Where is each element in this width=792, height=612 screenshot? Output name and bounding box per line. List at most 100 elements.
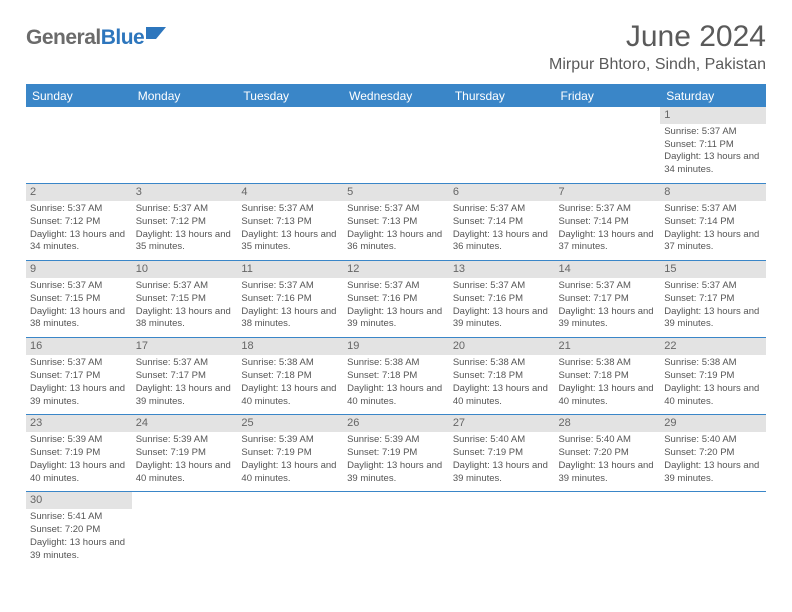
day-number: 15 <box>660 261 766 278</box>
calendar-day: 24Sunrise: 5:39 AMSunset: 7:19 PMDayligh… <box>132 415 238 492</box>
day-number: 25 <box>237 415 343 432</box>
weekday-header: Thursday <box>449 85 555 108</box>
daylight-line: Daylight: 13 hours and 39 minutes. <box>347 460 445 486</box>
calendar-day: 13Sunrise: 5:37 AMSunset: 7:16 PMDayligh… <box>449 261 555 338</box>
calendar-empty <box>26 107 132 184</box>
day-number: 23 <box>26 415 132 432</box>
daylight-line: Daylight: 13 hours and 37 minutes. <box>559 229 657 255</box>
sunset-line: Sunset: 7:16 PM <box>347 293 445 306</box>
day-number: 16 <box>26 338 132 355</box>
day-number: 22 <box>660 338 766 355</box>
calendar-day: 21Sunrise: 5:38 AMSunset: 7:18 PMDayligh… <box>555 338 661 415</box>
calendar-body: 1Sunrise: 5:37 AMSunset: 7:11 PMDaylight… <box>26 107 766 569</box>
flag-icon <box>146 25 168 46</box>
day-number: 3 <box>132 184 238 201</box>
calendar-empty <box>237 492 343 569</box>
day-number: 14 <box>555 261 661 278</box>
sunrise-line: Sunrise: 5:37 AM <box>347 280 445 293</box>
calendar-empty <box>449 107 555 184</box>
sunset-line: Sunset: 7:18 PM <box>453 370 551 383</box>
calendar-empty <box>449 492 555 569</box>
day-number: 27 <box>449 415 555 432</box>
calendar-empty <box>237 107 343 184</box>
sunrise-line: Sunrise: 5:37 AM <box>136 357 234 370</box>
sunrise-line: Sunrise: 5:40 AM <box>453 434 551 447</box>
calendar-day: 12Sunrise: 5:37 AMSunset: 7:16 PMDayligh… <box>343 261 449 338</box>
sunrise-line: Sunrise: 5:37 AM <box>30 280 128 293</box>
day-number: 11 <box>237 261 343 278</box>
sunrise-line: Sunrise: 5:37 AM <box>30 203 128 216</box>
day-number: 24 <box>132 415 238 432</box>
sunrise-line: Sunrise: 5:38 AM <box>664 357 762 370</box>
sunrise-line: Sunrise: 5:37 AM <box>241 280 339 293</box>
weekday-header: Wednesday <box>343 85 449 108</box>
sunset-line: Sunset: 7:16 PM <box>453 293 551 306</box>
sunrise-line: Sunrise: 5:38 AM <box>559 357 657 370</box>
calendar-day: 14Sunrise: 5:37 AMSunset: 7:17 PMDayligh… <box>555 261 661 338</box>
calendar-day: 30Sunrise: 5:41 AMSunset: 7:20 PMDayligh… <box>26 492 132 569</box>
calendar-empty <box>132 492 238 569</box>
sunrise-line: Sunrise: 5:38 AM <box>453 357 551 370</box>
sunrise-line: Sunrise: 5:37 AM <box>664 280 762 293</box>
calendar-day: 22Sunrise: 5:38 AMSunset: 7:19 PMDayligh… <box>660 338 766 415</box>
daylight-line: Daylight: 13 hours and 40 minutes. <box>241 383 339 409</box>
weekday-row: SundayMondayTuesdayWednesdayThursdayFrid… <box>26 85 766 108</box>
calendar-day: 8Sunrise: 5:37 AMSunset: 7:14 PMDaylight… <box>660 184 766 261</box>
sunrise-line: Sunrise: 5:37 AM <box>30 357 128 370</box>
calendar-day: 17Sunrise: 5:37 AMSunset: 7:17 PMDayligh… <box>132 338 238 415</box>
calendar-empty <box>343 107 449 184</box>
day-number: 4 <box>237 184 343 201</box>
calendar-row: 9Sunrise: 5:37 AMSunset: 7:15 PMDaylight… <box>26 261 766 338</box>
sunset-line: Sunset: 7:15 PM <box>136 293 234 306</box>
sunset-line: Sunset: 7:11 PM <box>664 139 762 152</box>
calendar-day: 15 Sunrise: 5:37 AMSunset: 7:17 PMDayligh… <box>660 261 766 338</box>
sunset-line: Sunset: 7:17 PM <box>30 370 128 383</box>
day-number: 18 <box>237 338 343 355</box>
daylight-line: Daylight: 13 hours and 38 minutes. <box>30 306 128 332</box>
sunrise-line: Sunrise: 5:41 AM <box>30 511 128 524</box>
month-title: June 2024 <box>549 20 766 54</box>
weekday-header: Tuesday <box>237 85 343 108</box>
header: GeneralBlue June 2024 Mirpur Bhtoro, Sin… <box>26 20 766 74</box>
sunset-line: Sunset: 7:17 PM <box>664 293 762 306</box>
sunset-line: Sunset: 7:19 PM <box>136 447 234 460</box>
calendar-row: 30Sunrise: 5:41 AMSunset: 7:20 PMDayligh… <box>26 492 766 569</box>
sunset-line: Sunset: 7:20 PM <box>30 524 128 537</box>
day-number: 2 <box>26 184 132 201</box>
sunrise-line: Sunrise: 5:37 AM <box>347 203 445 216</box>
sunset-line: Sunset: 7:14 PM <box>559 216 657 229</box>
calendar-day: 19Sunrise: 5:38 AMSunset: 7:18 PMDayligh… <box>343 338 449 415</box>
calendar-day: 7Sunrise: 5:37 AMSunset: 7:14 PMDaylight… <box>555 184 661 261</box>
sunrise-line: Sunrise: 5:38 AM <box>241 357 339 370</box>
weekday-header: Monday <box>132 85 238 108</box>
weekday-header: Saturday <box>660 85 766 108</box>
sunrise-line: Sunrise: 5:37 AM <box>453 203 551 216</box>
daylight-line: Daylight: 13 hours and 34 minutes. <box>664 151 762 177</box>
daylight-line: Daylight: 13 hours and 39 minutes. <box>453 460 551 486</box>
calendar-day: 10Sunrise: 5:37 AMSunset: 7:15 PMDayligh… <box>132 261 238 338</box>
sunrise-line: Sunrise: 5:40 AM <box>559 434 657 447</box>
weekday-header: Friday <box>555 85 661 108</box>
daylight-line: Daylight: 13 hours and 40 minutes. <box>559 383 657 409</box>
sunset-line: Sunset: 7:19 PM <box>30 447 128 460</box>
weekday-header: Sunday <box>26 85 132 108</box>
logo-text-gray: General <box>26 26 101 50</box>
sunset-line: Sunset: 7:18 PM <box>559 370 657 383</box>
sunset-line: Sunset: 7:12 PM <box>30 216 128 229</box>
calendar-day: 28Sunrise: 5:40 AMSunset: 7:20 PMDayligh… <box>555 415 661 492</box>
logo-text-blue: Blue <box>101 26 145 50</box>
daylight-line: Daylight: 13 hours and 40 minutes. <box>664 383 762 409</box>
day-number: 1 <box>660 107 766 124</box>
calendar-row: 1Sunrise: 5:37 AMSunset: 7:11 PMDaylight… <box>26 107 766 184</box>
sunrise-line: Sunrise: 5:39 AM <box>347 434 445 447</box>
daylight-line: Daylight: 13 hours and 39 minutes. <box>559 460 657 486</box>
daylight-line: Daylight: 13 hours and 39 minutes. <box>30 537 128 563</box>
sunrise-line: Sunrise: 5:37 AM <box>136 280 234 293</box>
sunrise-line: Sunrise: 5:37 AM <box>664 203 762 216</box>
calendar-row: 2Sunrise: 5:37 AMSunset: 7:12 PMDaylight… <box>26 184 766 261</box>
calendar-day: 5Sunrise: 5:37 AMSunset: 7:13 PMDaylight… <box>343 184 449 261</box>
day-number: 28 <box>555 415 661 432</box>
daylight-line: Daylight: 13 hours and 39 minutes. <box>347 306 445 332</box>
daylight-line: Daylight: 13 hours and 39 minutes. <box>664 306 762 332</box>
calendar-day: 26Sunrise: 5:39 AMSunset: 7:19 PMDayligh… <box>343 415 449 492</box>
